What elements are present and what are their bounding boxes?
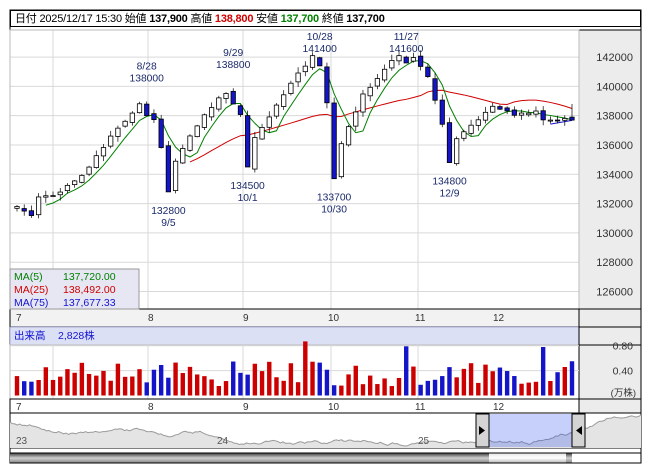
svg-text:130000: 130000 bbox=[596, 228, 633, 240]
svg-text:141600: 141600 bbox=[389, 44, 424, 55]
svg-text:132800: 132800 bbox=[151, 206, 186, 217]
svg-text:23: 23 bbox=[16, 436, 28, 447]
svg-text:128000: 128000 bbox=[596, 257, 633, 269]
svg-text:8: 8 bbox=[148, 402, 154, 413]
svg-text:132000: 132000 bbox=[596, 199, 633, 211]
svg-text:0.40: 0.40 bbox=[613, 366, 634, 378]
svg-text:137,677.33: 137,677.33 bbox=[63, 297, 116, 309]
svg-text:MA(25): MA(25) bbox=[14, 284, 48, 296]
svg-text:2,828株: 2,828株 bbox=[58, 329, 95, 342]
svg-text:134000: 134000 bbox=[596, 169, 633, 181]
svg-text:134500: 134500 bbox=[230, 181, 265, 192]
svg-text:8/28: 8/28 bbox=[137, 62, 157, 73]
svg-text:11: 11 bbox=[415, 402, 426, 413]
svg-text:136000: 136000 bbox=[596, 140, 633, 152]
svg-text:10: 10 bbox=[328, 313, 340, 324]
svg-text:25: 25 bbox=[418, 436, 430, 447]
svg-text:11: 11 bbox=[415, 313, 426, 324]
svg-text:MA(75): MA(75) bbox=[14, 297, 48, 309]
svg-text:12: 12 bbox=[493, 313, 505, 324]
svg-text:140000: 140000 bbox=[596, 81, 633, 93]
svg-text:134800: 134800 bbox=[432, 177, 467, 188]
svg-text:12: 12 bbox=[493, 402, 505, 413]
svg-text:0.80: 0.80 bbox=[613, 341, 634, 353]
svg-text:133700: 133700 bbox=[317, 193, 352, 204]
svg-text:137,720.00: 137,720.00 bbox=[63, 271, 116, 283]
svg-text:126000: 126000 bbox=[596, 287, 633, 299]
svg-text:10: 10 bbox=[328, 402, 340, 413]
svg-text:8: 8 bbox=[148, 313, 154, 324]
svg-text:9: 9 bbox=[243, 313, 249, 324]
svg-text:142000: 142000 bbox=[596, 52, 633, 64]
svg-text:12/9: 12/9 bbox=[439, 189, 459, 200]
svg-text:10/28: 10/28 bbox=[307, 32, 333, 43]
svg-text:10/30: 10/30 bbox=[321, 205, 347, 216]
svg-text:9: 9 bbox=[243, 402, 249, 413]
svg-text:138000: 138000 bbox=[130, 74, 165, 85]
svg-text:9/5: 9/5 bbox=[161, 218, 176, 229]
svg-text:9/29: 9/29 bbox=[223, 48, 243, 59]
svg-text:(万株): (万株) bbox=[611, 387, 636, 399]
svg-text:7: 7 bbox=[16, 313, 22, 324]
svg-text:MA(5): MA(5) bbox=[14, 271, 43, 283]
svg-text:10/1: 10/1 bbox=[238, 193, 258, 204]
svg-text:138800: 138800 bbox=[216, 60, 251, 71]
svg-text:141400: 141400 bbox=[303, 44, 338, 55]
svg-text:138,492.00: 138,492.00 bbox=[63, 284, 116, 296]
svg-text:138000: 138000 bbox=[596, 111, 633, 123]
svg-text:7: 7 bbox=[16, 402, 22, 413]
svg-text:24: 24 bbox=[217, 436, 229, 447]
svg-text:出来高: 出来高 bbox=[14, 329, 46, 342]
svg-text:11/27: 11/27 bbox=[394, 32, 419, 43]
